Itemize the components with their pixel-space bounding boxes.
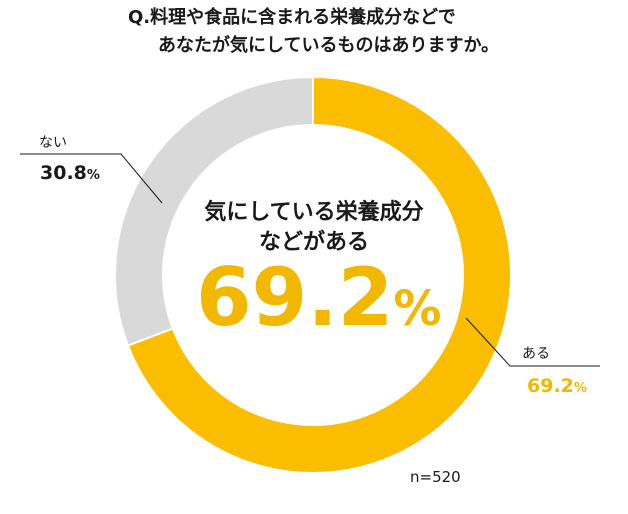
chart-title-line-2: あなたが気にしているものはありますか。 <box>158 35 500 56</box>
slice-value-aru: 69.2% <box>527 375 587 397</box>
sample-size-note: n=520 <box>410 468 461 486</box>
leader-line-nai <box>20 153 163 204</box>
slice-label-nai: ない <box>39 135 67 151</box>
slice-label-aru: ある <box>522 346 550 362</box>
slice-value-nai-unit: % <box>86 168 100 183</box>
leader-line-aru <box>465 317 600 367</box>
slice-value-aru-unit: % <box>573 381 587 396</box>
center-percentage: 69.2% <box>196 253 441 343</box>
slice-value-nai: 30.8% <box>40 162 100 184</box>
slice-value-nai-number: 30.8 <box>40 162 87 184</box>
chart-title-line-1: Q.料理や食品に含まれる栄養成分などで <box>128 7 456 28</box>
donut-slice-nai[interactable] <box>114 75 314 347</box>
donut-slice-aru[interactable] <box>126 75 512 474</box>
center-label-line-1: 気にしている栄養成分 <box>204 200 424 225</box>
slice-value-aru-number: 69.2 <box>527 375 574 397</box>
center-percentage-unit: % <box>393 281 442 337</box>
center-percentage-value: 69.2 <box>196 251 394 344</box>
center-label-line-2: などがある <box>258 230 369 255</box>
